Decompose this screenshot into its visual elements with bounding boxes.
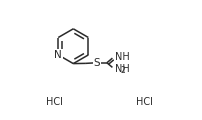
Text: 2: 2 — [120, 66, 125, 75]
Text: N: N — [54, 50, 62, 60]
Text: HCl: HCl — [46, 97, 63, 107]
Text: HCl: HCl — [136, 97, 153, 107]
Text: NH: NH — [114, 64, 129, 74]
Text: NH: NH — [114, 52, 129, 62]
Text: S: S — [93, 58, 100, 68]
